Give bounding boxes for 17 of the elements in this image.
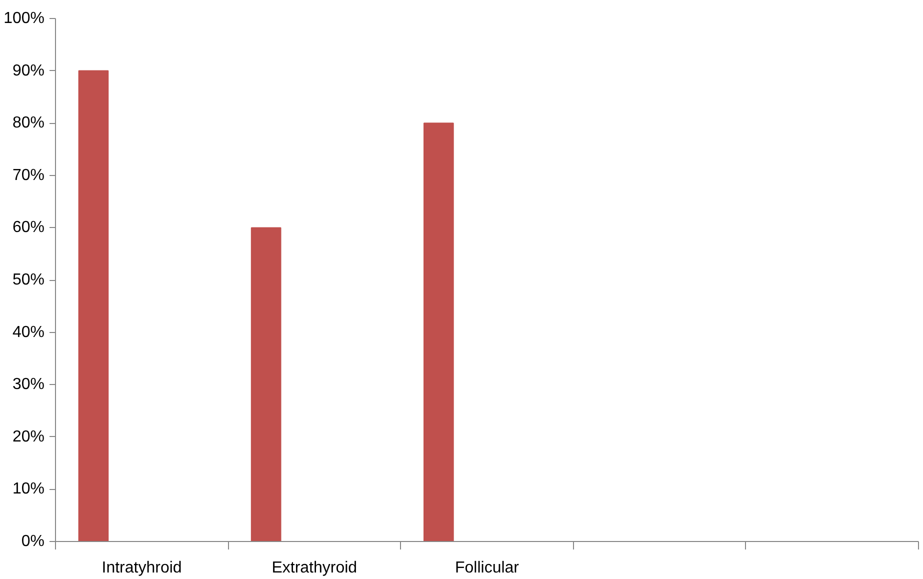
x-tick-label: Intratyhroid [102, 560, 182, 576]
y-tick-label: 80% [12, 114, 45, 132]
y-tick-label: 60% [12, 219, 45, 236]
y-tick-label: 100% [4, 10, 44, 27]
y-tick-label: 90% [12, 62, 45, 80]
bar [250, 227, 282, 542]
y-tick-label: 20% [12, 428, 45, 446]
x-tick-label: Extrathyroid [272, 560, 358, 576]
bar [424, 122, 454, 542]
y-tick-label: 30% [12, 376, 45, 394]
bar [78, 70, 109, 542]
y-tick-label: 50% [12, 272, 45, 288]
y-tick-label: 40% [12, 324, 45, 341]
y-tick-label: 0% [21, 533, 44, 550]
y-tick-label: 10% [12, 480, 45, 498]
x-tick-label: Follicular [454, 560, 520, 576]
y-tick-label: 70% [12, 166, 45, 184]
